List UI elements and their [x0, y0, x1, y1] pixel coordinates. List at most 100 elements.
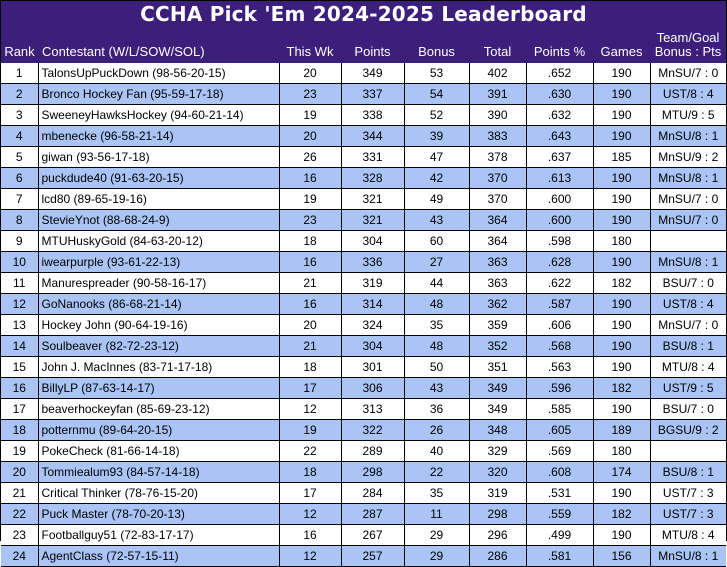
- cell-total: 390: [468, 104, 526, 126]
- cell-games: 190: [592, 83, 650, 105]
- cell-bonus: 27: [403, 251, 469, 273]
- cell-contestant: lcd80 (89-65-19-16): [37, 188, 279, 210]
- cell-games: 180: [592, 230, 650, 252]
- table-body: 1 TalonsUpPuckDown (98-56-20-15) 20 349 53 40…: [1, 63, 726, 567]
- cell-points-pct: .643: [525, 125, 593, 147]
- cell-bonus: 40: [403, 440, 469, 462]
- cell-bonus: 47: [403, 146, 469, 168]
- cell-games: 190: [592, 482, 650, 504]
- cell-points-pct: .587: [525, 293, 593, 315]
- cell-games: 182: [592, 503, 650, 525]
- cell-bonus: 50: [403, 356, 469, 378]
- column-header-team-goal-line2: Bonus : Pts: [654, 44, 722, 59]
- cell-this-week: 19: [278, 104, 341, 126]
- cell-points: 257: [340, 545, 404, 567]
- cell-rank: 13: [1, 314, 38, 336]
- cell-team-goal: BSU/7 : 0: [649, 272, 726, 294]
- cell-games: 190: [592, 104, 650, 126]
- cell-rank: 20: [1, 461, 38, 483]
- cell-games: 182: [592, 377, 650, 399]
- cell-total: 383: [468, 125, 526, 147]
- table-row: 7 lcd80 (89-65-19-16) 19 321 49 370.600 190 MnS…: [1, 188, 726, 210]
- cell-bonus: 35: [403, 482, 469, 504]
- column-header-bonus: Bonus: [404, 28, 469, 63]
- cell-rank: 19: [1, 440, 38, 462]
- cell-total: 363: [468, 272, 526, 294]
- table-row: 16 BillyLP (87-63-14-17) 17 306 43 349.596 182…: [1, 377, 726, 399]
- table-row: 5 giwan (93-56-17-18) 26 331 47 378.637 185 MnS…: [1, 146, 726, 168]
- cell-points-pct: .600: [525, 209, 593, 231]
- cell-bonus: 35: [403, 314, 469, 336]
- cell-games: 190: [592, 209, 650, 231]
- cell-total: 363: [468, 251, 526, 273]
- cell-bonus: 44: [403, 272, 469, 294]
- cell-total: 378: [468, 146, 526, 168]
- cell-team-goal: UST/8 : 4: [649, 83, 726, 105]
- cell-games: 190: [592, 251, 650, 273]
- cell-points: 284: [340, 482, 404, 504]
- cell-contestant: Footballguy51 (72-83-17-17): [37, 524, 279, 546]
- cell-rank: 8: [1, 209, 38, 231]
- cell-points: 313: [340, 398, 404, 420]
- cell-bonus: 43: [403, 209, 469, 231]
- table-row: 24 AgentClass (72-57-15-11) 12 257 29 286.581…: [1, 545, 726, 567]
- column-header-rank: Rank: [1, 28, 38, 63]
- table-row: 10 iwearpurple (93-61-22-13) 16 336 27 363.62…: [1, 251, 726, 273]
- table-row: 18 potternmu (89-64-20-15) 19 322 26 348.605 1…: [1, 419, 726, 441]
- column-header-points: Points: [341, 28, 404, 63]
- cell-this-week: 19: [278, 188, 341, 210]
- cell-team-goal: MnSU/7 : 0: [649, 314, 726, 336]
- cell-points: 306: [340, 377, 404, 399]
- cell-rank: 14: [1, 335, 38, 357]
- cell-rank: 3: [1, 104, 38, 126]
- cell-rank: 23: [1, 524, 38, 546]
- cell-games: 180: [592, 440, 650, 462]
- table-row: 23 Footballguy51 (72-83-17-17) 16 267 29 296.…: [1, 524, 726, 546]
- cell-team-goal: MnSU/7 : 0: [649, 209, 726, 231]
- cell-contestant: Critical Thinker (78-76-15-20): [37, 482, 279, 504]
- cell-this-week: 20: [278, 314, 341, 336]
- cell-this-week: 26: [278, 146, 341, 168]
- cell-this-week: 18: [278, 230, 341, 252]
- cell-team-goal: UST/7 : 3: [649, 482, 726, 504]
- table-row: 9 MTUHuskyGold (84-63-20-12) 18 304 60 364.59…: [1, 230, 726, 252]
- cell-points: 287: [340, 503, 404, 525]
- cell-contestant: MTUHuskyGold (84-63-20-12): [37, 230, 279, 252]
- column-header-team-goal-line1: Team/Goal: [656, 30, 720, 45]
- cell-games: 174: [592, 461, 650, 483]
- cell-points: 321: [340, 209, 404, 231]
- column-header-total: Total: [469, 28, 526, 63]
- cell-games: 189: [592, 419, 650, 441]
- cell-bonus: 48: [403, 335, 469, 357]
- cell-points-pct: .652: [525, 63, 593, 84]
- cell-contestant: SweeneyHawksHockey (94-60-21-14): [37, 104, 279, 126]
- cell-points-pct: .630: [525, 83, 593, 105]
- cell-team-goal: MTU/9 : 5: [649, 104, 726, 126]
- cell-points: 267: [340, 524, 404, 546]
- cell-bonus: 43: [403, 377, 469, 399]
- cell-rank: 4: [1, 125, 38, 147]
- cell-this-week: 16: [278, 251, 341, 273]
- cell-games: 190: [592, 398, 650, 420]
- cell-games: 190: [592, 293, 650, 315]
- cell-rank: 15: [1, 356, 38, 378]
- cell-rank: 9: [1, 230, 38, 252]
- cell-games: 185: [592, 146, 650, 168]
- cell-this-week: 22: [278, 440, 341, 462]
- cell-points-pct: .598: [525, 230, 593, 252]
- cell-team-goal: MTU/8 : 4: [649, 356, 726, 378]
- cell-points-pct: .581: [525, 545, 593, 567]
- cell-total: 364: [468, 209, 526, 231]
- cell-team-goal: BSU/7 : 0: [649, 398, 726, 420]
- cell-this-week: 16: [278, 524, 341, 546]
- cell-team-goal: UST/7 : 3: [649, 503, 726, 525]
- table-row: 4 mbenecke (96-58-21-14) 20 344 39 383.643 190…: [1, 125, 726, 147]
- cell-contestant: Tommiealum93 (84-57-14-18): [37, 461, 279, 483]
- cell-team-goal: BSU/8 : 1: [649, 335, 726, 357]
- cell-this-week: 12: [278, 398, 341, 420]
- column-header-team-goal: Team/Goal Bonus : Pts: [650, 28, 726, 63]
- cell-games: 190: [592, 167, 650, 189]
- cell-bonus: 53: [403, 63, 469, 84]
- cell-rank: 22: [1, 503, 38, 525]
